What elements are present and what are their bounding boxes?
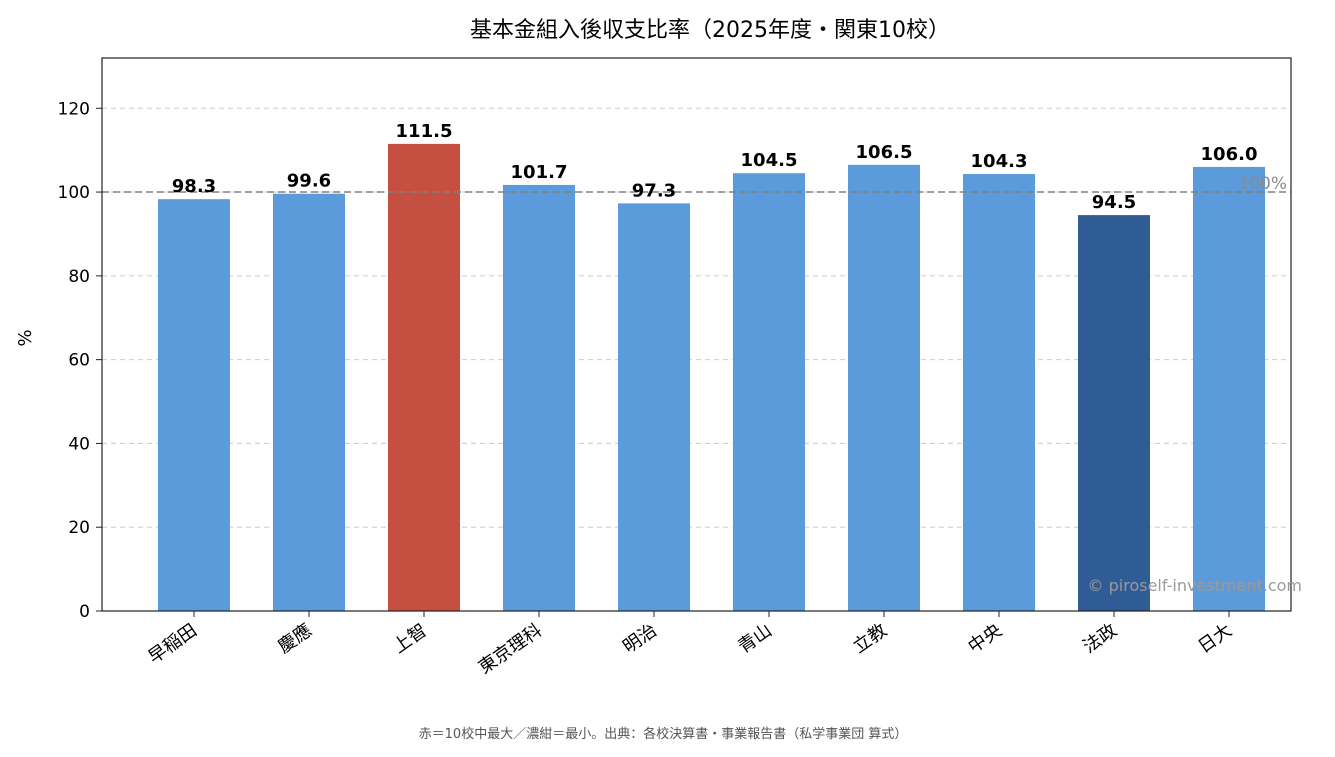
y-axis-label: % [15,329,36,346]
reference-line-label: 100% [1238,174,1287,194]
data-label: 97.3 [632,180,676,201]
data-label: 98.3 [172,176,216,197]
bar [503,184,575,611]
x-tick-label: 慶應 [274,619,316,658]
bar [1193,166,1265,611]
watermark: © piroself-investment.com [1088,576,1302,595]
x-tick-label: 中央 [964,620,1006,658]
data-label: 106.5 [856,142,913,163]
x-tick-label: 明治 [619,620,661,658]
data-label: 104.5 [741,150,798,171]
y-tick-label: 0 [79,602,90,622]
x-tick-label: 青山 [734,620,776,658]
y-tick-label: 40 [68,434,90,454]
bar [388,143,460,611]
data-label: 94.5 [1092,192,1136,213]
data-label: 111.5 [396,121,453,142]
y-tick-label: 80 [68,267,90,287]
y-axis-ticks: 0 20 40 60 80 100 120 [58,99,102,622]
bars-group [158,143,1265,612]
footnote: 赤＝10校中最大／濃紺＝最小。出典：各校決算書・事業報告書（私学事業団 算式） [419,726,908,742]
bar [848,164,920,612]
bar [963,174,1035,612]
x-tick-label: 東京理科 [475,620,546,678]
y-tick-label: 120 [58,99,90,119]
data-label: 106.0 [1201,144,1258,165]
bar [733,173,805,612]
x-axis-ticks: 早稲田 慶應 上智 東京理科 明治 青山 立教 中央 法政 日大 [145,611,1236,678]
bar [158,199,230,612]
x-tick-label: 早稲田 [145,620,201,668]
y-tick-label: 60 [68,351,90,371]
bar [618,203,690,612]
bar [273,193,345,611]
data-label: 101.7 [511,162,568,183]
plot-frame [101,57,1292,612]
y-tick-label: 20 [68,518,90,538]
x-tick-label: 立教 [849,620,891,658]
data-label: 104.3 [971,151,1028,172]
y-tick-label: 100 [58,183,90,203]
x-tick-label: 上智 [389,620,431,658]
reference-line-group: 100% [102,174,1291,194]
bar [1078,215,1150,611]
data-labels-group: 98.3 99.6 111.5 101.7 97.3 104.5 106.5 104.3 94.… [172,121,1258,213]
chart-title: 基本金組入後収支比率（2025年度・関東10校） [470,18,950,43]
x-tick-label: 法政 [1079,620,1121,658]
data-label: 99.6 [287,171,331,192]
x-tick-label: 日大 [1194,620,1236,658]
